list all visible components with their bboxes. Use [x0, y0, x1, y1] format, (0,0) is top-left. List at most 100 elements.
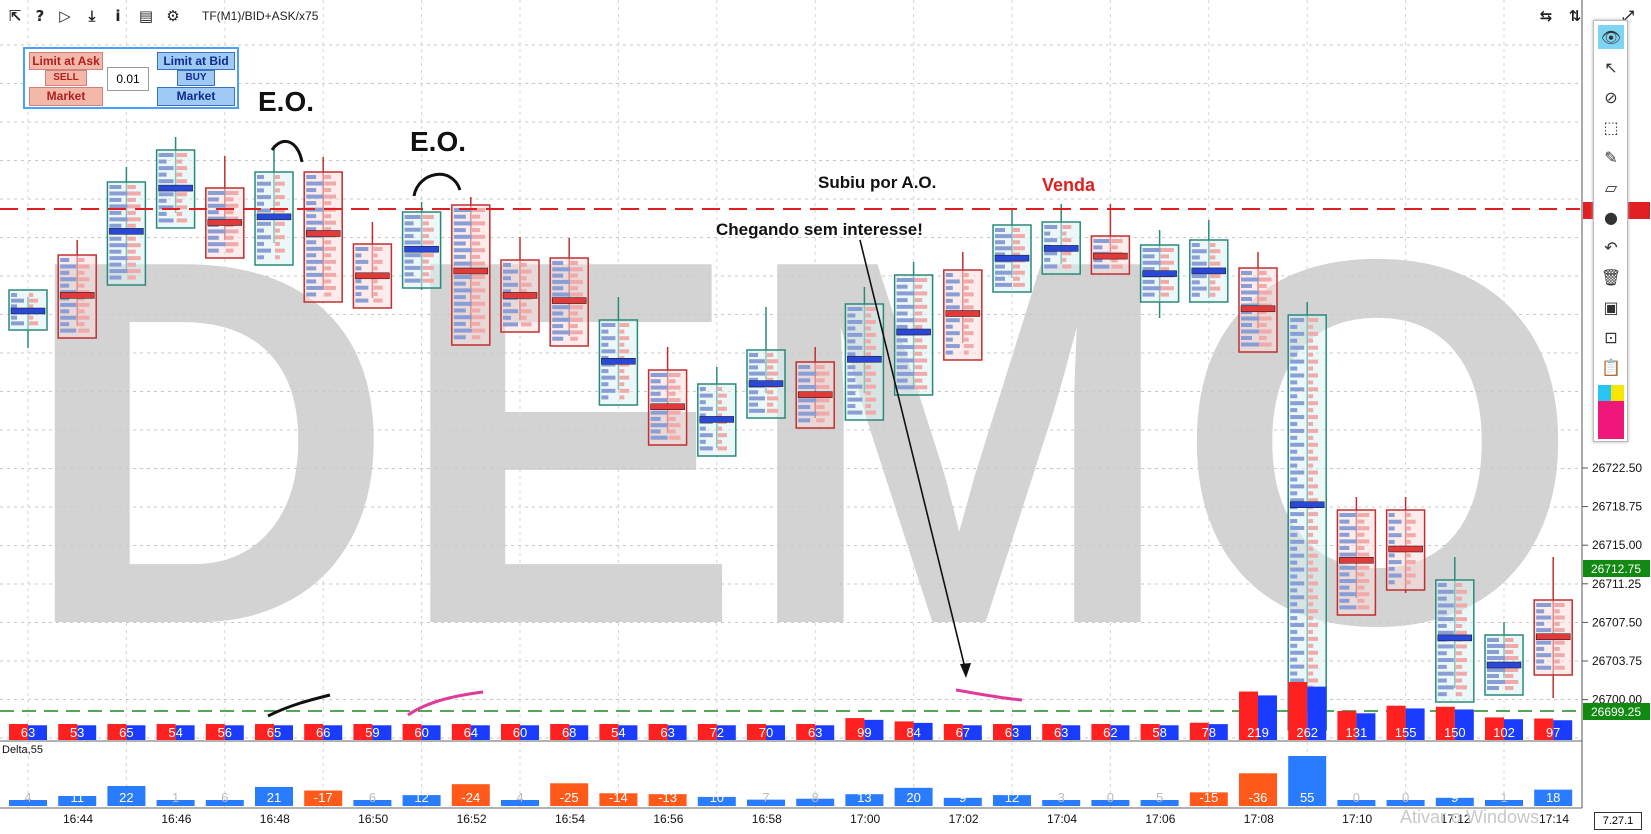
sell-button[interactable]: SELL — [45, 70, 87, 86]
footprint-ask-level — [717, 433, 727, 438]
footprint-bid-level — [1339, 552, 1357, 557]
delta-bar — [1485, 800, 1523, 806]
poc-marker — [1142, 270, 1177, 277]
footprint-bid-level — [306, 175, 317, 179]
footprint-ask-level — [1308, 609, 1318, 614]
download-icon[interactable]: ⤓ — [88, 7, 96, 25]
footprint-ask-level — [1160, 279, 1169, 284]
poc-marker — [1093, 252, 1128, 260]
footprint-ask-level — [1505, 674, 1514, 678]
delta-bar — [550, 783, 589, 806]
volume-label: 97 — [1546, 725, 1560, 740]
info-icon[interactable]: i — [115, 7, 121, 25]
footprint-bid-level — [355, 292, 362, 297]
color-palette-icon[interactable] — [1598, 385, 1624, 439]
volume-bar-buy — [421, 725, 441, 740]
footprint-ask-level — [1259, 329, 1272, 334]
footprint-bid-level — [1290, 657, 1298, 662]
undo-icon[interactable]: ↶ — [1604, 237, 1618, 257]
footprint-bid-level — [1290, 359, 1305, 364]
footprint-ask-level — [865, 365, 871, 370]
footprint-bid-level — [207, 248, 219, 253]
footprint-ask-level — [1308, 512, 1318, 517]
chart-icon[interactable]: ▤ — [138, 7, 154, 25]
footprint-ask-level — [471, 301, 486, 306]
delta-label: 8 — [812, 790, 819, 805]
footprint-bid-level — [1044, 264, 1058, 269]
footprint-ask-level — [963, 285, 969, 290]
footprint-ask-level — [963, 292, 974, 297]
footprint-ask-level — [1160, 254, 1169, 259]
footprint-bid-level — [453, 275, 473, 279]
delta-label: 4 — [24, 790, 31, 805]
footprint-bid-level — [1388, 580, 1395, 585]
footprint-ask-level — [1308, 539, 1318, 544]
footprint-bid-level — [552, 267, 571, 272]
footprint-ask-level — [176, 179, 188, 184]
footprint-ask-level — [78, 302, 90, 307]
footprint-ask-level — [1455, 589, 1467, 594]
footprint-bid-level — [1536, 659, 1545, 664]
trash-icon[interactable]: 🗑 — [1600, 267, 1622, 287]
dot-icon[interactable]: ● — [1604, 207, 1618, 227]
footprint-ask-level — [521, 322, 532, 327]
volume-bar-buy — [175, 725, 195, 740]
template-icon[interactable]: ▣ — [1603, 297, 1619, 317]
delta-bar — [1435, 797, 1474, 806]
buy-button[interactable]: BUY — [177, 70, 215, 86]
crosshair-icon[interactable]: ⊘ — [1604, 87, 1618, 107]
market-buy-button[interactable]: Market — [157, 87, 235, 106]
eraser-icon[interactable]: ▱ — [1604, 177, 1618, 197]
footprint-ask-level — [717, 387, 722, 391]
volume-bar-sell — [796, 724, 816, 740]
footprint-ask-level — [275, 175, 280, 179]
footprint-bid-level — [306, 240, 317, 245]
play-icon[interactable]: ▷ — [59, 7, 71, 25]
footprint-bid-level — [798, 405, 811, 409]
footprint-ask-level — [865, 404, 871, 409]
footprint-bid-level — [1437, 644, 1454, 649]
footprint-ask-level — [1308, 581, 1318, 586]
footprint-bid-level — [109, 243, 129, 248]
gear-icon[interactable]: ⚙ — [166, 7, 180, 25]
market-sell-button[interactable]: Market — [29, 87, 103, 106]
volume-bar-sell — [304, 724, 324, 740]
help-icon[interactable]: ? — [35, 7, 45, 25]
footprint-bid-level — [109, 275, 122, 280]
camera-icon[interactable]: ⊡ — [1604, 327, 1618, 347]
footprint-bid-level — [650, 379, 661, 384]
footprint-bid-level — [306, 292, 317, 297]
eye-icon[interactable]: 👁 — [1598, 25, 1624, 49]
footprint-ask-level — [865, 391, 871, 396]
footprint-bid-level — [1044, 231, 1051, 236]
footprint-bid-level — [1388, 553, 1395, 558]
poc-marker — [305, 230, 341, 237]
footprint-bid-level — [1290, 671, 1298, 676]
tag-icon[interactable]: ⬚ — [1603, 117, 1619, 137]
cursor-back-icon[interactable]: ⇱ — [8, 7, 22, 25]
current-price-tag — [1583, 560, 1650, 577]
footprint-ask-level — [1013, 264, 1020, 269]
volume-bar-sell — [648, 724, 668, 740]
footprint-ask-level — [225, 229, 239, 234]
footprint-bid-level — [404, 253, 421, 258]
arrows-vertical-icon[interactable]: ⇅ — [1568, 7, 1582, 25]
clipboard-icon[interactable]: 📋 — [1601, 357, 1621, 377]
poc-marker — [158, 184, 193, 192]
footprint-ask-level — [324, 240, 332, 245]
current-price-value: 26712.75 — [1591, 562, 1641, 576]
footprint-bid-level — [404, 240, 421, 245]
footprint-ask-level — [324, 227, 332, 232]
footprint-ask-level — [324, 272, 337, 277]
limit-bid-button[interactable]: Limit at Bid — [157, 52, 235, 70]
limit-ask-button[interactable]: Limit at Ask — [29, 52, 103, 70]
pencil-icon[interactable]: ✎ — [1604, 147, 1618, 167]
footprint-bid-level — [1290, 525, 1305, 530]
delta-bar — [1288, 756, 1327, 806]
cursor-icon[interactable]: ↖ — [1604, 57, 1618, 77]
arrows-horizontal-icon[interactable]: ⇆ — [1539, 7, 1553, 25]
footprint-ask-level — [324, 181, 337, 186]
footprint-ask-level — [127, 204, 141, 209]
quantity-field[interactable]: 0.01 — [107, 67, 149, 91]
